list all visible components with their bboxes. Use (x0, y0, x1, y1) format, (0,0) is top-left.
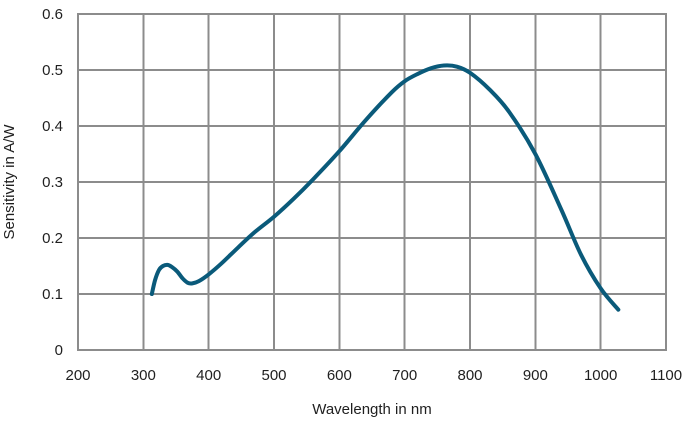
x-tick-label: 400 (196, 367, 221, 384)
x-tick-label: 500 (261, 367, 286, 384)
y-tick-label: 0.3 (42, 174, 63, 191)
y-axis-tick-labels: 0 0.1 0.2 0.3 0.4 0.5 0.6 (42, 6, 63, 359)
x-tick-label: 200 (65, 367, 90, 384)
x-tick-label: 1100 (650, 367, 682, 384)
y-tick-label: 0.6 (42, 6, 63, 23)
x-axis-title: Wavelength in nm (312, 401, 432, 418)
y-tick-label: 0.4 (42, 118, 63, 135)
sensitivity-curve (149, 63, 621, 312)
grid (77, 13, 667, 351)
x-tick-label: 800 (457, 367, 482, 384)
x-axis-tick-labels: 200 300 400 500 600 700 800 900 1000 1100 (65, 367, 682, 384)
y-tick-label: 0.2 (42, 230, 63, 247)
y-tick-label: 0.5 (42, 62, 63, 79)
series-group (149, 63, 621, 312)
y-tick-label: 0.1 (42, 286, 63, 303)
x-tick-label: 300 (131, 367, 156, 384)
x-tick-label: 900 (523, 367, 548, 384)
x-tick-label: 600 (327, 367, 352, 384)
y-axis-title: Sensitivity in A/W (1, 124, 18, 240)
plot-area-frame (77, 13, 667, 351)
x-tick-label: 700 (392, 367, 417, 384)
y-tick-label: 0 (55, 342, 63, 359)
x-tick-label: 1000 (584, 367, 617, 384)
